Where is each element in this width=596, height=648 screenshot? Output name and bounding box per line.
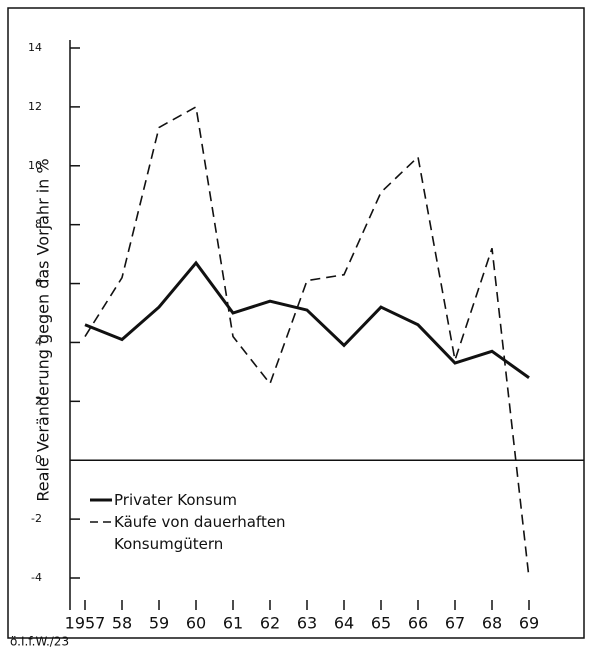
x-tick-label: 59 xyxy=(149,614,169,633)
x-tick-label: 67 xyxy=(445,614,465,633)
y-tick-label: 8 xyxy=(35,218,42,231)
y-tick-label: 14 xyxy=(28,41,42,54)
series-line xyxy=(84,105,530,579)
x-tick-label: 1957 xyxy=(65,614,106,633)
x-tick-label: 60 xyxy=(186,614,206,633)
series-line xyxy=(84,260,530,379)
x-tick-label: 65 xyxy=(371,614,391,633)
y-tick-label: -2 xyxy=(31,512,42,525)
y-axis-label: Reale Veränderung gegen das Vorjahr in % xyxy=(34,158,53,501)
footnote: ö.I.f.W./23 xyxy=(10,635,69,648)
x-tick-label: 64 xyxy=(334,614,354,633)
y-tick-label: 2 xyxy=(35,394,42,407)
legend-label: Privater Konsum xyxy=(114,491,237,509)
y-tick-label: 0 xyxy=(35,453,42,466)
y-tick-label: 10 xyxy=(28,159,42,172)
y-tick-label: -4 xyxy=(31,571,42,584)
x-tick-label: 68 xyxy=(482,614,502,633)
x-tick-label: 69 xyxy=(519,614,539,633)
x-tick-label: 62 xyxy=(260,614,280,633)
x-tick-label: 66 xyxy=(408,614,428,633)
x-tick-label: 61 xyxy=(223,614,243,633)
x-tick-label: 58 xyxy=(112,614,132,633)
x-tick-label: 63 xyxy=(297,614,317,633)
y-tick-label: 12 xyxy=(28,100,42,113)
y-tick-label: 4 xyxy=(35,335,42,348)
legend-label: Käufe von dauerhaften Konsumgütern xyxy=(114,513,286,553)
frame xyxy=(7,7,585,639)
y-tick-label: 6 xyxy=(35,277,42,290)
